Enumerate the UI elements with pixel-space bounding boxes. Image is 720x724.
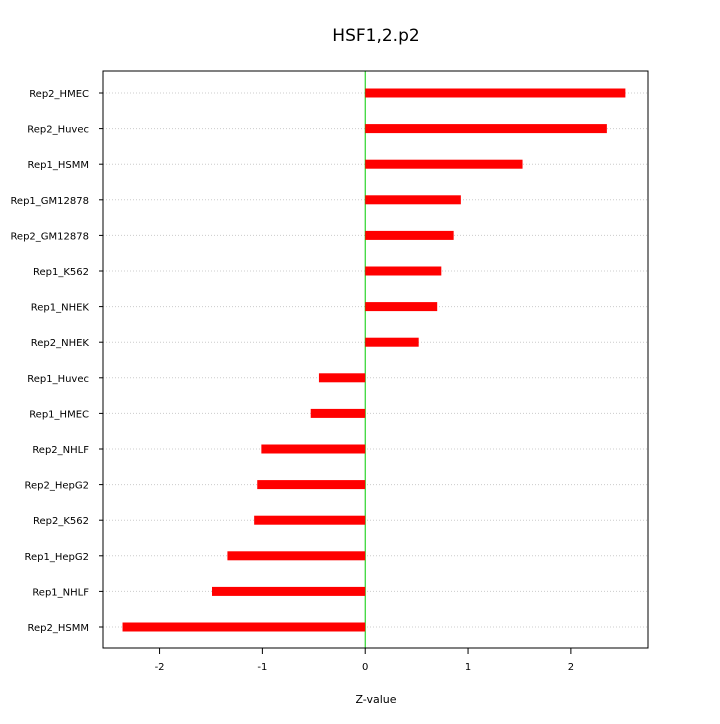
gridlines <box>103 92 648 628</box>
bar <box>365 124 607 134</box>
category-label: Rep2_HepG2 <box>25 481 90 492</box>
x-tick-label: 0 <box>362 662 368 673</box>
bar <box>227 551 366 561</box>
x-axis-title: Z-value <box>355 693 396 706</box>
bar <box>254 515 366 525</box>
bar <box>318 373 366 383</box>
x-tick-label: -1 <box>257 662 267 673</box>
bar <box>365 230 454 240</box>
category-label: Rep2_HMEC <box>29 89 89 100</box>
bar <box>365 88 626 98</box>
bars <box>122 88 626 632</box>
bar <box>212 586 366 596</box>
category-label: Rep2_K562 <box>33 516 89 527</box>
bar <box>365 159 523 169</box>
category-label: Rep2_NHEK <box>31 338 90 349</box>
category-label: Rep1_HepG2 <box>25 552 90 563</box>
plot-frame <box>102 70 649 649</box>
category-label: Rep2_HSMM <box>28 623 89 634</box>
bar <box>365 195 461 205</box>
bar <box>122 622 366 632</box>
category-label: Rep1_Huvec <box>27 374 89 385</box>
bar <box>365 266 442 276</box>
x-axis: -2 -1 0 1 2 <box>155 647 574 673</box>
category-label: Rep1_HSMM <box>28 160 89 171</box>
category-label: Rep2_GM12878 <box>10 231 89 242</box>
category-label: Rep1_HMEC <box>29 409 89 420</box>
category-label: Rep2_NHLF <box>32 445 89 456</box>
bar <box>365 302 438 312</box>
category-label: Rep2_Huvec <box>27 125 89 136</box>
bar <box>310 408 366 418</box>
category-label: Rep1_K562 <box>33 267 89 278</box>
x-tick-label: 1 <box>465 662 471 673</box>
bar <box>261 444 366 454</box>
chart-title: HSF1,2.p2 <box>332 26 419 46</box>
x-tick-label: -2 <box>155 662 165 673</box>
category-labels: Rep2_HMEC Rep2_Huvec Rep1_HSMM Rep1_GM12878… <box>10 89 103 634</box>
category-label: Rep1_NHLF <box>32 587 89 598</box>
x-tick-label: 2 <box>568 662 574 673</box>
category-label: Rep1_GM12878 <box>10 196 89 207</box>
category-label: Rep1_NHEK <box>31 303 90 314</box>
bar <box>257 480 366 490</box>
bar <box>365 337 419 347</box>
